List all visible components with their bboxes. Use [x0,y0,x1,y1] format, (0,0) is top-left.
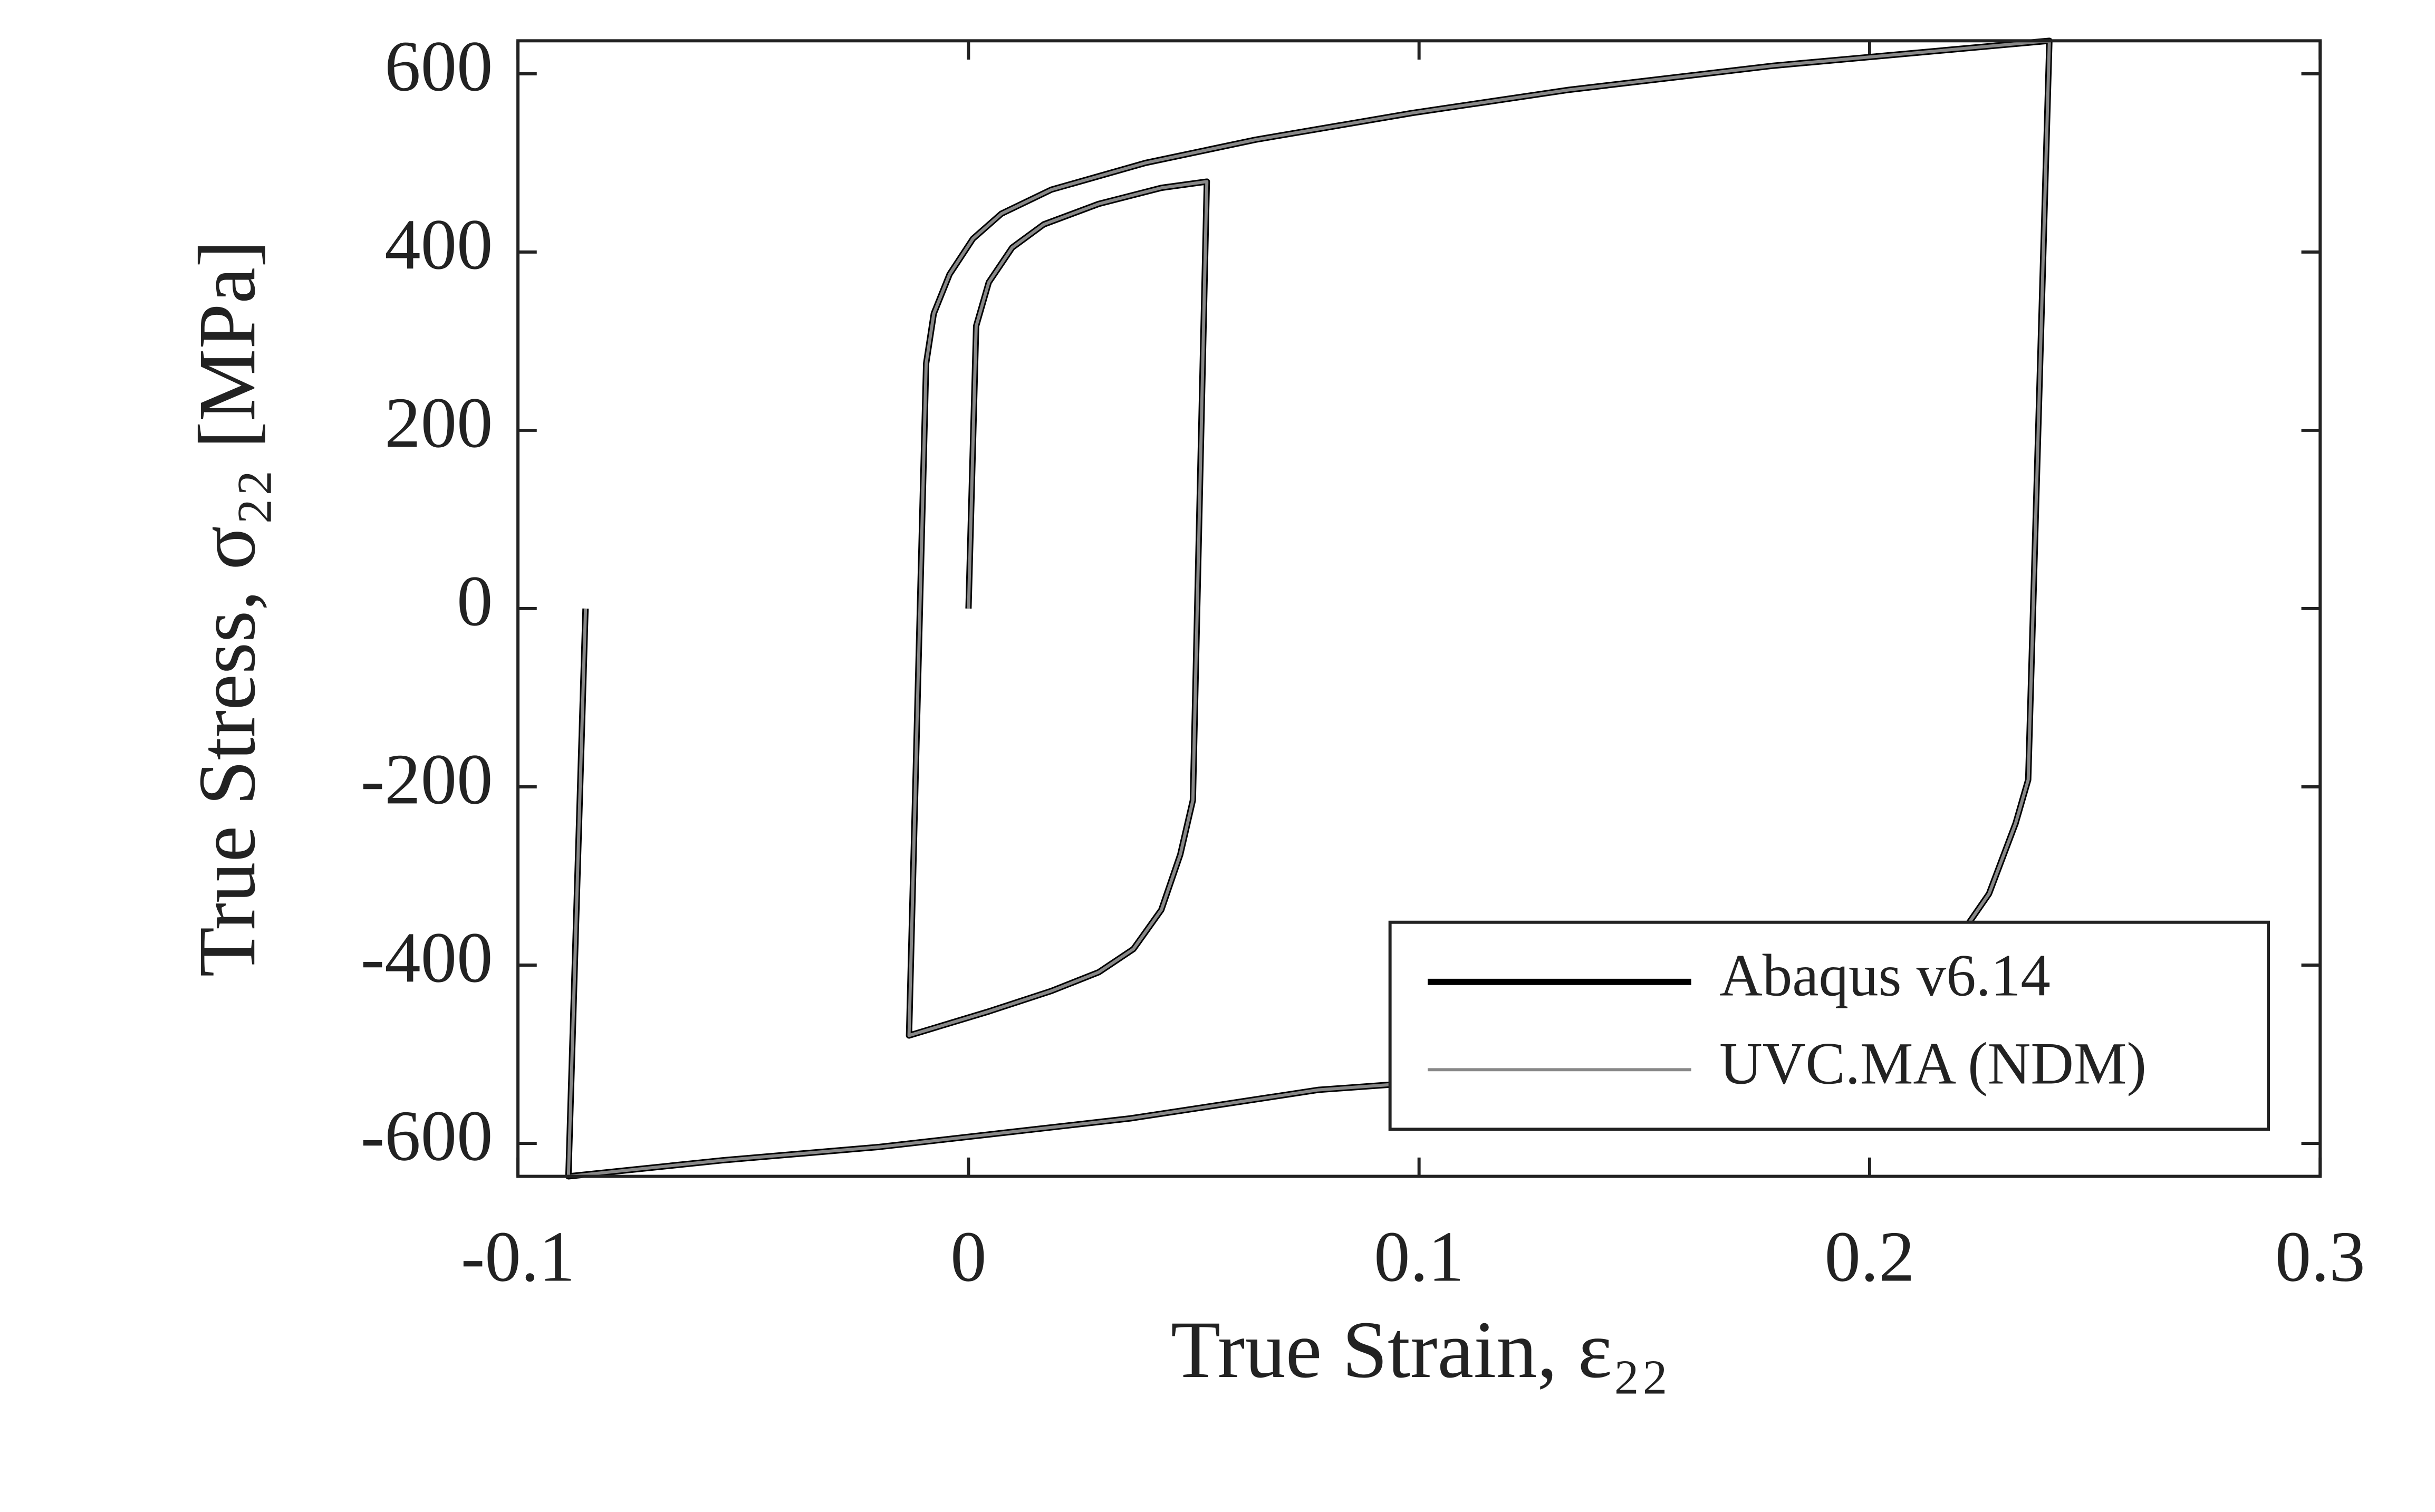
x-axis-label: True Strain, ε₂₂ [1171,1305,1669,1395]
x-tick-label: -0.1 [461,1216,575,1296]
legend-box [1388,920,2270,1131]
y-tick-label: -200 [361,739,493,819]
x-tick-label: 0.1 [1374,1216,1464,1296]
y-axis-label: True Stress, σ₂₂ [MPa] [182,240,272,977]
y-tick-label: 400 [384,204,493,284]
x-tick-label: 0 [950,1216,986,1296]
plot-frame [516,39,2322,1178]
x-tick-label: 0.3 [2275,1216,2365,1296]
y-tick-label: 200 [384,382,493,463]
y-tick-label: -400 [361,917,493,997]
x-tick-label: 0.2 [1824,1216,1914,1296]
legend-label: UVC.MA (NDM) [1719,1031,2147,1096]
y-tick-label: -600 [361,1095,493,1176]
legend-label: Abaqus v6.14 [1719,943,2051,1009]
legend: Abaqus v6.14 UVC.MA (NDM) [1388,920,2270,1131]
y-tick-label: 600 [384,26,493,106]
y-tick-label: 0 [457,561,493,641]
